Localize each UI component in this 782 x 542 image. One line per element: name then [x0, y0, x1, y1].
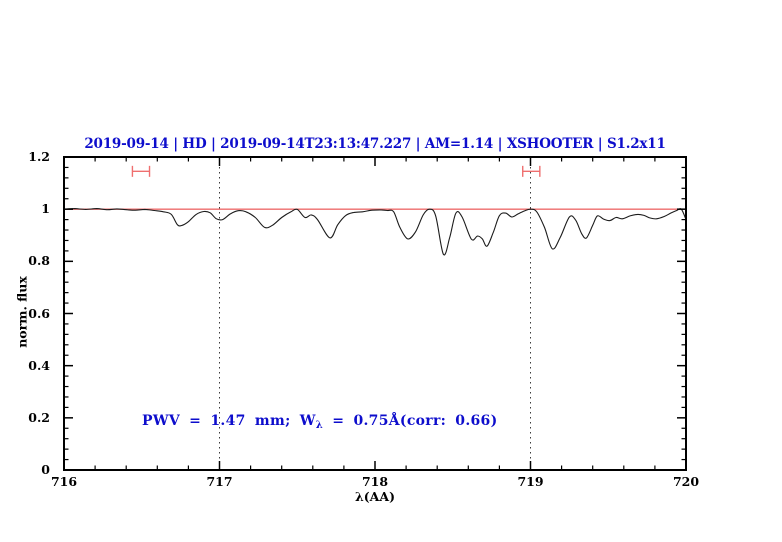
pwv-annotation-pre: PWV = 1.47 mm; W — [142, 413, 316, 429]
y-tick-label: 1.2 — [28, 149, 50, 164]
y-tick-label: 0.2 — [28, 409, 50, 425]
x-tick-label: 719 — [517, 474, 544, 489]
y-tick-label: 0.6 — [28, 305, 50, 321]
x-axis-ticks: 716 717 718 719 720 — [51, 474, 699, 490]
x-tick-label: 718 — [361, 474, 389, 489]
x-tick-label: 717 — [206, 474, 233, 489]
y-axis-label: norm. flux — [14, 276, 30, 348]
band-marker — [131, 165, 151, 177]
spectrum-line — [63, 208, 687, 256]
pwv-annotation-sub: λ — [315, 420, 324, 431]
band-marker — [522, 165, 541, 177]
y-tick-label: 0 — [41, 462, 50, 477]
x-tick-label: 716 — [50, 474, 78, 489]
pwv-annotation: PWV = 1.47 mm; Wλ = 0.75Å(corr: 0.66) — [142, 413, 498, 431]
y-tick-label: 1 — [41, 201, 50, 217]
pwv-annotation-post: = 0.75Å(corr: 0.66) — [323, 413, 498, 429]
x-tick-label: 720 — [672, 474, 700, 489]
plot-area — [63, 156, 687, 471]
y-tick-label: 0.4 — [28, 357, 50, 373]
y-tick-label: 0.8 — [28, 253, 50, 269]
y-axis-ticks: 0 0.2 0.4 0.6 0.8 1 1.2 — [0, 149, 59, 477]
plot-frame — [63, 156, 687, 471]
x-axis-label: λ(AA) — [355, 489, 395, 504]
plot-title: 2019-09-14 | HD | 2019-09-14T23:13:47.22… — [84, 136, 666, 152]
